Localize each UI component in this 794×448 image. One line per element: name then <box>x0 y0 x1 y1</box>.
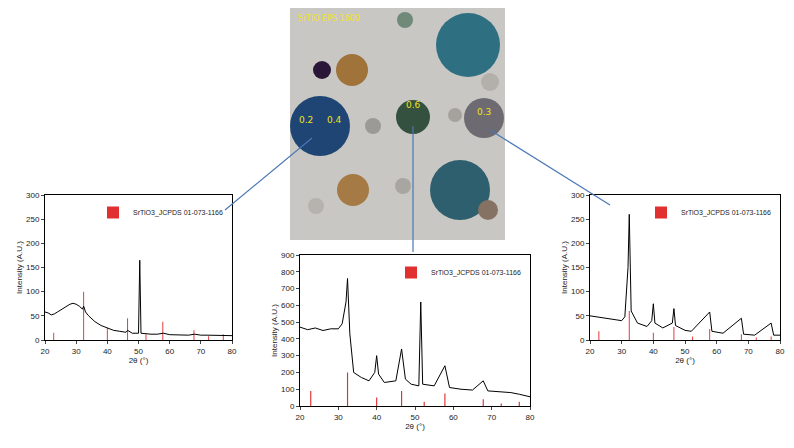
svg-text:40: 40 <box>372 413 381 422</box>
svg-text:30: 30 <box>334 413 343 422</box>
svg-text:100: 100 <box>571 287 585 296</box>
svg-text:300: 300 <box>26 191 40 200</box>
svg-text:SrTiO EPS 1600: SrTiO EPS 1600 <box>298 14 360 23</box>
svg-text:900: 900 <box>281 251 295 260</box>
svg-text:150: 150 <box>26 263 40 272</box>
svg-text:150: 150 <box>571 263 585 272</box>
svg-text:200: 200 <box>571 239 585 248</box>
svg-text:0: 0 <box>580 336 585 345</box>
svg-text:300: 300 <box>281 351 295 360</box>
svg-text:40: 40 <box>649 347 658 356</box>
svg-text:500: 500 <box>281 318 295 327</box>
svg-text:100: 100 <box>281 385 295 394</box>
svg-text:400: 400 <box>281 335 295 344</box>
svg-text:800: 800 <box>281 268 295 277</box>
svg-text:60: 60 <box>449 413 458 422</box>
svg-text:SrTiO3_JCPDS 01-073-1166: SrTiO3_JCPDS 01-073-1166 <box>133 209 223 217</box>
svg-text:80: 80 <box>526 413 535 422</box>
svg-text:300: 300 <box>571 191 585 200</box>
svg-text:50: 50 <box>411 413 420 422</box>
svg-text:70: 70 <box>744 347 753 356</box>
svg-text:Intensity (A.U.): Intensity (A.U.) <box>15 241 24 294</box>
svg-text:50: 50 <box>134 347 143 356</box>
svg-text:80: 80 <box>228 347 237 356</box>
svg-text:0.3: 0.3 <box>477 107 491 117</box>
svg-text:SrTiO3_JCPDS 01-073-1166: SrTiO3_JCPDS 01-073-1166 <box>681 209 771 217</box>
svg-text:30: 30 <box>617 347 626 356</box>
svg-text:60: 60 <box>712 347 721 356</box>
svg-text:0.4: 0.4 <box>327 115 342 125</box>
svg-text:600: 600 <box>281 301 295 310</box>
svg-text:200: 200 <box>26 239 40 248</box>
svg-text:60: 60 <box>165 347 174 356</box>
svg-text:0: 0 <box>290 402 295 411</box>
svg-text:50: 50 <box>30 312 39 321</box>
svg-text:20: 20 <box>41 347 50 356</box>
svg-text:2θ (°): 2θ (°) <box>129 356 149 365</box>
svg-text:50: 50 <box>575 312 584 321</box>
svg-text:Intensity (A.U.): Intensity (A.U.) <box>270 304 279 357</box>
svg-text:SrTiO3_JCPDS 01-073-1166: SrTiO3_JCPDS 01-073-1166 <box>431 269 521 277</box>
svg-text:30: 30 <box>72 347 81 356</box>
svg-text:40: 40 <box>103 347 112 356</box>
svg-text:20: 20 <box>586 347 595 356</box>
svg-text:Intensity (A.U.): Intensity (A.U.) <box>560 241 569 294</box>
svg-text:50: 50 <box>681 347 690 356</box>
svg-text:2θ (°): 2θ (°) <box>405 422 425 431</box>
svg-text:250: 250 <box>26 215 40 224</box>
svg-text:2θ (°): 2θ (°) <box>675 356 695 365</box>
svg-text:200: 200 <box>281 368 295 377</box>
svg-text:250: 250 <box>571 215 585 224</box>
svg-text:0: 0 <box>35 336 40 345</box>
svg-text:0.6: 0.6 <box>406 100 421 110</box>
svg-text:80: 80 <box>776 347 785 356</box>
svg-text:70: 70 <box>487 413 496 422</box>
svg-text:700: 700 <box>281 284 295 293</box>
svg-text:70: 70 <box>196 347 205 356</box>
svg-text:0.2: 0.2 <box>299 115 313 125</box>
svg-text:100: 100 <box>26 287 40 296</box>
svg-text:20: 20 <box>296 413 305 422</box>
